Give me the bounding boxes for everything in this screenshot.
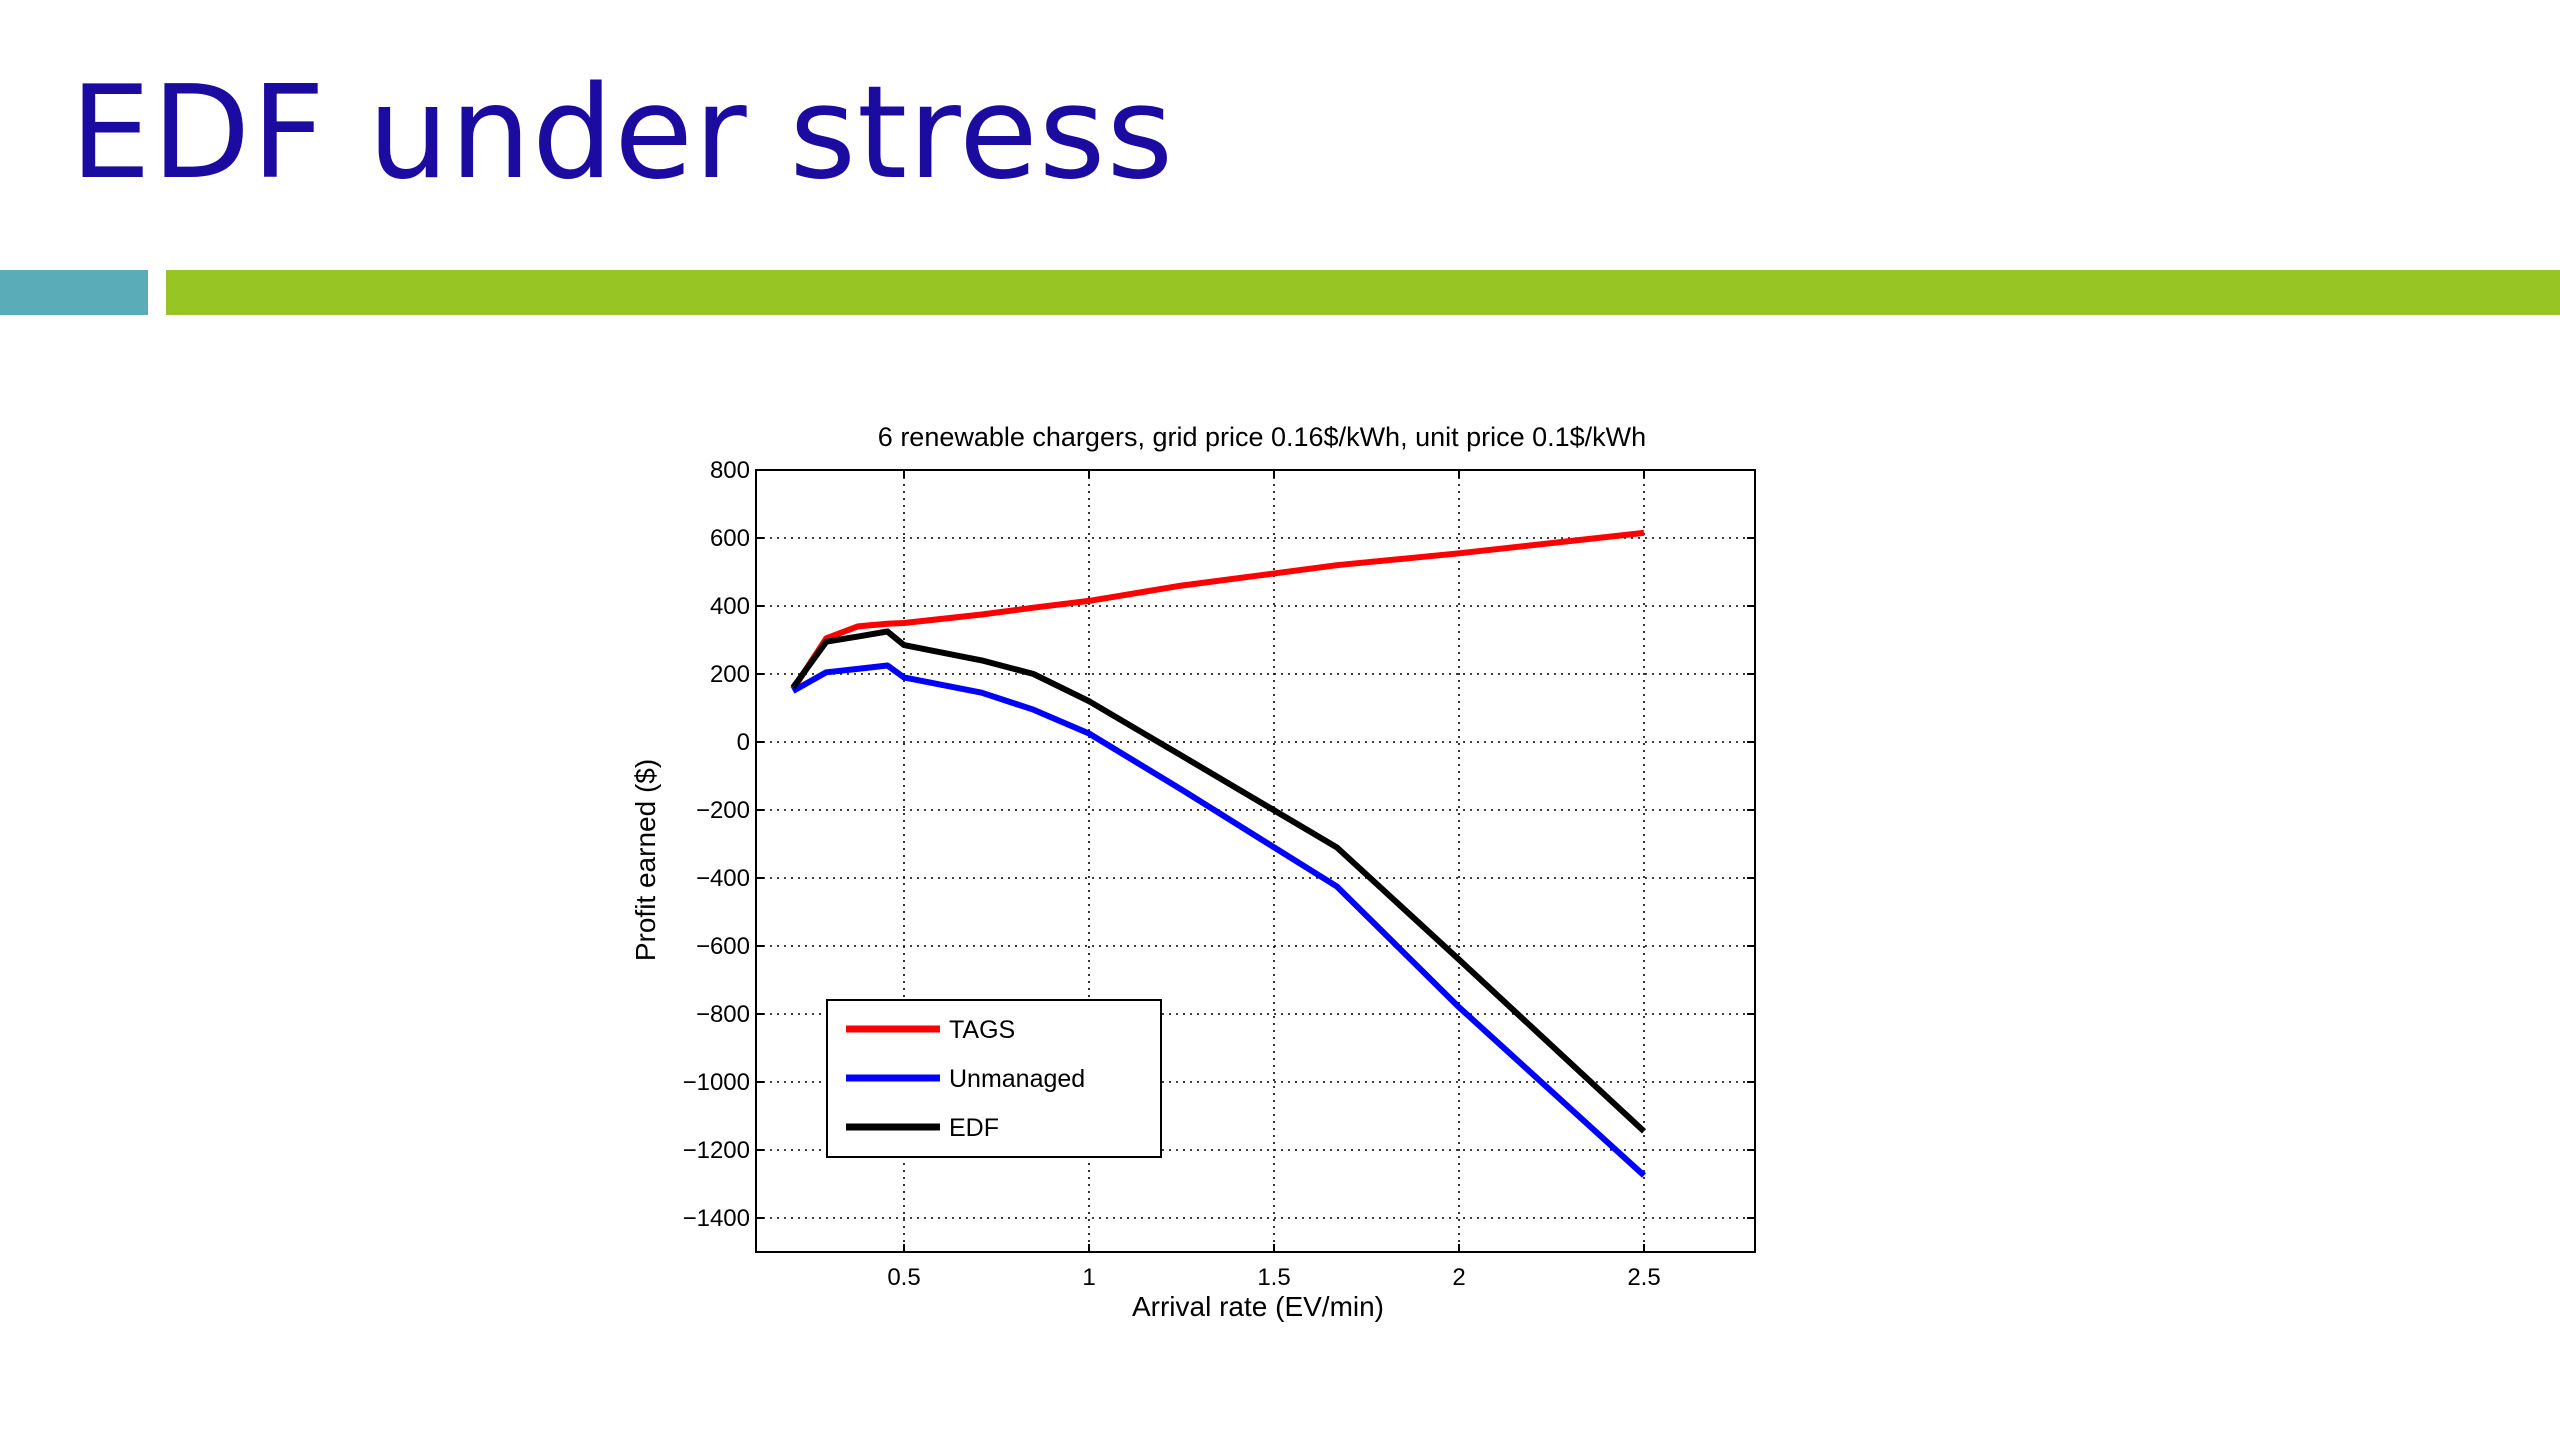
y-tick-label: 600 <box>710 525 750 552</box>
y-tick-label: −1400 <box>683 1205 750 1232</box>
y-tick-label: −800 <box>696 1001 750 1028</box>
x-tick-label: 1.5 <box>1257 1264 1290 1291</box>
legend-label-unmanaged: Unmanaged <box>949 1065 1085 1093</box>
legend-label-edf: EDF <box>949 1114 999 1142</box>
chart-title: 6 renewable chargers, grid price 0.16$/k… <box>878 422 1646 452</box>
x-tick-label: 2 <box>1452 1264 1465 1291</box>
y-tick-label: 400 <box>710 593 750 620</box>
axis-ticks: 0.5 1 1.5 2 2.5 800 600 400 200 0 −200 −400 −600 −800… <box>683 457 1755 1291</box>
x-tick-label: 1 <box>1082 1264 1095 1291</box>
y-axis-label: Profit earned ($) <box>630 759 661 961</box>
y-tick-label: 800 <box>710 457 750 484</box>
x-tick-label: 2.5 <box>1627 1264 1660 1291</box>
x-axis-label: Arrival rate (EV/min) <box>1132 1291 1384 1322</box>
y-tick-label: −1000 <box>683 1069 750 1096</box>
chart-legend: TAGS Unmanaged EDF <box>826 999 1162 1158</box>
y-tick-label: −600 <box>696 933 750 960</box>
accent-bar-right <box>166 270 2560 315</box>
y-tick-label: −200 <box>696 797 750 824</box>
y-tick-label: 0 <box>737 729 750 756</box>
y-tick-label: −400 <box>696 865 750 892</box>
series-line-tags <box>790 529 1645 691</box>
slide-title: EDF under stress <box>70 59 1175 208</box>
series-lines <box>790 529 1647 1178</box>
x-tick-label: 0.5 <box>887 1264 920 1291</box>
y-tick-label: −1200 <box>683 1137 750 1164</box>
series-line-edf <box>790 628 1647 1134</box>
accent-bar-left <box>0 270 148 315</box>
legend-label-tags: TAGS <box>949 1016 1015 1044</box>
y-tick-label: 200 <box>710 661 750 688</box>
plot-area-frame <box>755 469 1756 1253</box>
series-line-unmanaged <box>791 662 1647 1178</box>
